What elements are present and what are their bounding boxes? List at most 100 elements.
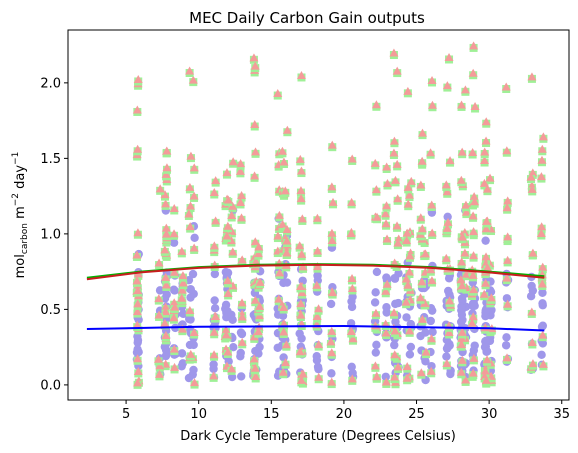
data-point-triangle [389, 48, 399, 57]
data-point-triangle [445, 156, 455, 165]
data-point-triangle [227, 364, 237, 373]
data-point-circle [381, 372, 390, 381]
data-point-triangle [402, 362, 412, 371]
data-point-triangle [297, 214, 307, 223]
data-point-triangle [162, 163, 172, 172]
data-point-triangle [282, 224, 292, 233]
data-point-triangle [209, 188, 219, 197]
data-point-triangle [154, 294, 164, 303]
data-point-triangle [443, 217, 453, 226]
data-point-triangle [469, 251, 479, 260]
data-point-triangle [273, 89, 283, 98]
trend-line [86, 324, 545, 332]
data-point-triangle [275, 268, 285, 277]
data-point-triangle [209, 327, 219, 336]
data-point-triangle [154, 258, 164, 267]
data-point-triangle [501, 82, 511, 91]
data-point-triangle [314, 340, 324, 349]
data-point-triangle [161, 280, 171, 289]
data-point-triangle [133, 74, 143, 83]
data-point-triangle [211, 176, 221, 185]
data-point-circle [237, 372, 246, 381]
data-point-triangle [346, 327, 356, 336]
data-point-triangle [502, 203, 512, 212]
data-point-triangle [227, 211, 237, 220]
data-point-triangle [485, 173, 495, 182]
data-point-triangle [381, 377, 391, 386]
data-point-triangle [538, 132, 548, 141]
data-point-triangle [185, 182, 195, 191]
data-point-triangle [404, 190, 414, 199]
data-point-circle [229, 342, 238, 352]
data-point-triangle [382, 162, 392, 171]
data-point-triangle [274, 210, 284, 219]
data-point-triangle [314, 372, 324, 381]
data-point-circle [169, 285, 179, 294]
data-point-triangle [169, 267, 179, 276]
data-point-triangle [402, 236, 412, 245]
data-point-triangle [401, 297, 411, 306]
data-point-triangle [161, 169, 171, 178]
data-point-triangle [185, 306, 195, 315]
data-point-triangle [273, 231, 283, 240]
data-point-triangle [223, 347, 233, 356]
data-point-triangle [327, 377, 337, 386]
data-point-circle [178, 359, 188, 368]
data-point-circle [446, 369, 455, 379]
data-point-triangle [481, 117, 491, 126]
data-point-triangle [457, 257, 467, 266]
x-tick-label: 5 [122, 407, 130, 422]
data-point-circle [457, 306, 466, 315]
data-point-triangle [223, 195, 233, 204]
data-point-triangle [389, 308, 399, 317]
data-point-circle [470, 301, 479, 311]
data-point-triangle [527, 181, 537, 190]
data-point-triangle [209, 350, 219, 359]
data-point-triangle [347, 283, 357, 292]
data-point-triangle [456, 275, 466, 284]
data-point-triangle [189, 243, 199, 252]
data-point-triangle [250, 61, 260, 70]
data-point-circle [481, 306, 490, 315]
data-point-circle [502, 294, 512, 303]
x-axis-title: Dark Cycle Temperature (Degrees Celsius) [180, 429, 456, 444]
data-point-triangle [458, 232, 468, 241]
data-point-triangle [312, 262, 322, 271]
data-point-triangle [427, 276, 437, 285]
data-point-triangle [228, 281, 238, 290]
data-point-triangle [296, 299, 306, 308]
data-point-circle [426, 316, 435, 326]
data-point-triangle [189, 328, 199, 337]
data-point-triangle [480, 147, 490, 156]
data-point-triangle [371, 185, 381, 194]
x-tick-label: 20 [336, 407, 353, 422]
data-point-triangle [528, 359, 538, 368]
data-point-triangle [296, 194, 306, 203]
data-point-triangle [470, 102, 480, 111]
data-point-circle [442, 352, 451, 361]
y-axis-title-mid: day [13, 165, 28, 193]
data-point-triangle [312, 280, 322, 289]
data-point-triangle [133, 286, 143, 295]
data-point-circle [482, 347, 492, 356]
y-axis-title-sup2: −1 [11, 152, 21, 165]
data-point-triangle [469, 41, 479, 50]
data-point-circle [162, 349, 171, 358]
data-point-circle [312, 356, 322, 365]
data-point-triangle [282, 125, 292, 134]
data-point-triangle [536, 229, 546, 238]
data-point-triangle [154, 310, 164, 319]
data-point-circle [371, 288, 380, 297]
data-point-circle [160, 294, 170, 303]
x-tick-label: 30 [481, 407, 498, 422]
data-point-triangle [132, 276, 142, 285]
data-point-triangle [132, 307, 142, 316]
data-point-circle [327, 369, 336, 378]
data-point-circle [481, 236, 490, 245]
data-point-triangle [235, 166, 245, 175]
data-point-circle [313, 276, 322, 285]
data-point-circle [391, 299, 400, 309]
data-point-triangle [442, 223, 452, 232]
data-point-triangle [538, 262, 548, 271]
data-point-triangle [392, 159, 402, 168]
